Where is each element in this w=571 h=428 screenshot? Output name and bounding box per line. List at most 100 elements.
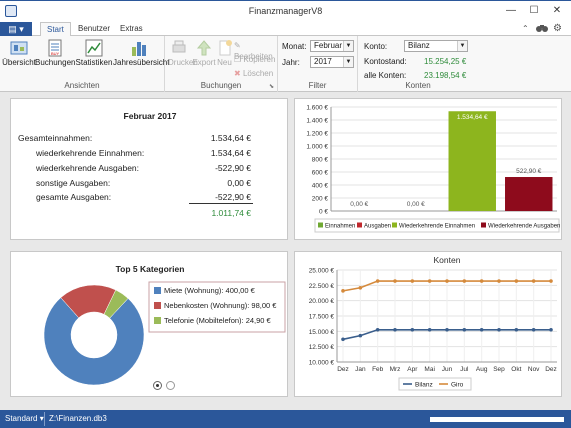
tab-benutzer[interactable]: Benutzer — [78, 24, 111, 33]
bearbeiten-button[interactable]: ✎ Bearbeiten — [234, 40, 277, 61]
export-button[interactable]: Export — [192, 39, 216, 77]
export-label: Export — [192, 58, 216, 67]
summary-divider — [189, 203, 253, 204]
bearbeiten-label: Bearbeiten — [234, 52, 273, 61]
kopieren-button[interactable]: ❐ Kopieren — [234, 54, 275, 65]
data-point — [462, 279, 467, 283]
legend-swatch — [481, 222, 486, 228]
gear-icon[interactable]: ⚙ — [553, 23, 562, 34]
data-point — [427, 327, 432, 332]
summary-total: 1.011,74 € — [211, 208, 251, 218]
data-point — [445, 327, 449, 332]
x-tick-label: Jan — [355, 366, 366, 373]
uebersicht-button[interactable]: Übersicht — [2, 39, 36, 77]
filter-group-label: Filter — [308, 81, 327, 90]
summary-label-wk-ausgaben: wiederkehrende Ausgaben: — [36, 163, 140, 173]
summary-value-wk-ausgaben: -522,90 € — [215, 163, 251, 173]
x-tick-label: Dez — [545, 366, 557, 373]
y-tick-label: 15.000 € — [309, 329, 335, 336]
neu-button[interactable]: Neu — [216, 39, 233, 77]
line-chart-panel: Konten 10.000 € 12.500 € 15.000 € 17.500 € 20… — [294, 251, 562, 397]
y-tick-label: 1.600 € — [306, 105, 328, 112]
window-title: FinanzmanagerV8 — [248, 6, 323, 16]
progress-bar — [430, 417, 564, 422]
drucken-button[interactable]: Drucken — [168, 39, 198, 77]
konto-select[interactable]: Bilanz ▼ — [404, 40, 468, 52]
tab-extras[interactable]: Extras — [120, 24, 143, 33]
data-point — [341, 289, 345, 293]
menu-icon: ▤ ▾ — [8, 24, 24, 34]
legend-label: Bilanz — [415, 382, 433, 389]
file-path: Z:\Finanzen.db3 — [49, 414, 107, 423]
y-tick-label: 800 € — [312, 157, 329, 164]
pie-legend-box — [148, 281, 286, 333]
data-label: 1.534,64 € — [457, 114, 488, 121]
edit-icon: ✎ — [234, 41, 241, 50]
profile-dropdown[interactable]: Standard ▾ — [5, 414, 44, 423]
maximize-button[interactable]: ☐ — [529, 5, 539, 16]
svg-text:BUY: BUY — [51, 51, 60, 56]
copy-icon: ❐ — [234, 55, 244, 64]
ribbon-group-ansichten: Übersicht BUY Buchungen Statistiken Jahr… — [0, 36, 169, 92]
konten-group-label: Konten — [405, 81, 431, 90]
page-indicator-active[interactable] — [153, 381, 162, 390]
legend-box — [398, 377, 472, 391]
bar-chart: 0 € 200 € 400 € 600 € 800 € 1.000 € 1.200 € 1.4… — [306, 105, 560, 233]
legend-swatch — [392, 222, 397, 228]
pie-chart-panel: Top 5 Kategorien Miete (Wohnung): 400,00 … — [10, 251, 288, 397]
app-icon — [5, 5, 17, 17]
data-point — [393, 279, 397, 283]
legend-box — [314, 218, 560, 233]
buchungen-view-button[interactable]: BUY Buchungen — [35, 39, 75, 77]
data-point — [410, 279, 415, 283]
y-tick-label: 10.000 € — [309, 360, 335, 367]
chevron-down-icon: ▾ — [39, 414, 44, 423]
legend-label: Telefonie (Mobiltelefon): 24,90 € — [164, 316, 272, 325]
overview-icon — [10, 39, 28, 57]
alle-konten-value: 23.198,54 € — [424, 71, 467, 80]
data-point — [341, 337, 345, 342]
page-indicator[interactable] — [166, 381, 175, 390]
delete-icon: ✖ — [234, 69, 243, 78]
summary-panel: Februar 2017 Gesamteinnahmen: 1.534,64 €… — [10, 98, 288, 240]
data-point — [479, 279, 484, 283]
jahresuebersicht-button[interactable]: Jahresübersicht — [113, 39, 169, 77]
chevron-up-icon[interactable]: ⌃ — [522, 24, 529, 33]
tab-start[interactable]: Start — [40, 22, 71, 37]
statistiken-button[interactable]: Statistiken — [75, 39, 113, 77]
legend-label: Ausgaben — [364, 224, 391, 230]
data-point — [410, 327, 415, 332]
ribbon-group-konten: Konto: Bilanz ▼ Kontostand: 15.254,25 € a… — [358, 36, 571, 92]
ribbon-group-filter: Monat: Februar ▼ Jahr: 2017 ▼ Filter — [278, 36, 358, 92]
jahr-select[interactable]: 2017 ▼ — [310, 56, 354, 68]
dialog-launcher-icon[interactable]: ⬊ — [268, 84, 274, 90]
binoculars-icon[interactable] — [536, 23, 548, 33]
x-tick-label: Jul — [460, 366, 469, 373]
neu-label: Neu — [217, 58, 232, 67]
data-point — [549, 327, 553, 332]
data-point — [479, 327, 484, 332]
chevron-down-icon: ▼ — [343, 57, 353, 67]
status-separator — [44, 412, 45, 426]
bar — [505, 177, 553, 211]
y-tick-label: 600 € — [312, 170, 329, 177]
monat-label: Monat: — [282, 42, 307, 51]
data-point — [393, 327, 397, 332]
y-tick-label: 1.400 € — [306, 118, 328, 125]
legend-label: Einnahmen — [325, 224, 355, 230]
data-point — [445, 279, 449, 283]
loeschen-button[interactable]: ✖ Löschen — [234, 68, 273, 79]
monat-select[interactable]: Februar ▼ — [310, 40, 354, 52]
x-tick-label: Nov — [528, 366, 540, 373]
summary-value-gesamte-ausgaben: -522,90 € — [215, 192, 251, 202]
x-tick-label: Feb — [372, 366, 384, 373]
jahr-label: Jahr: — [282, 58, 300, 67]
monat-value: Februar — [314, 41, 343, 50]
legend-label: Wiederkehrende Ausgaben — [488, 224, 560, 230]
summary-label-sonstige: sonstige Ausgaben: — [36, 178, 111, 188]
app-menu-button[interactable]: ▤ ▾ — [0, 22, 32, 36]
minimize-button[interactable]: — — [506, 5, 516, 16]
close-button[interactable]: ✕ — [552, 5, 562, 16]
statistics-icon — [85, 39, 103, 57]
y-tick-label: 0 € — [319, 209, 328, 216]
